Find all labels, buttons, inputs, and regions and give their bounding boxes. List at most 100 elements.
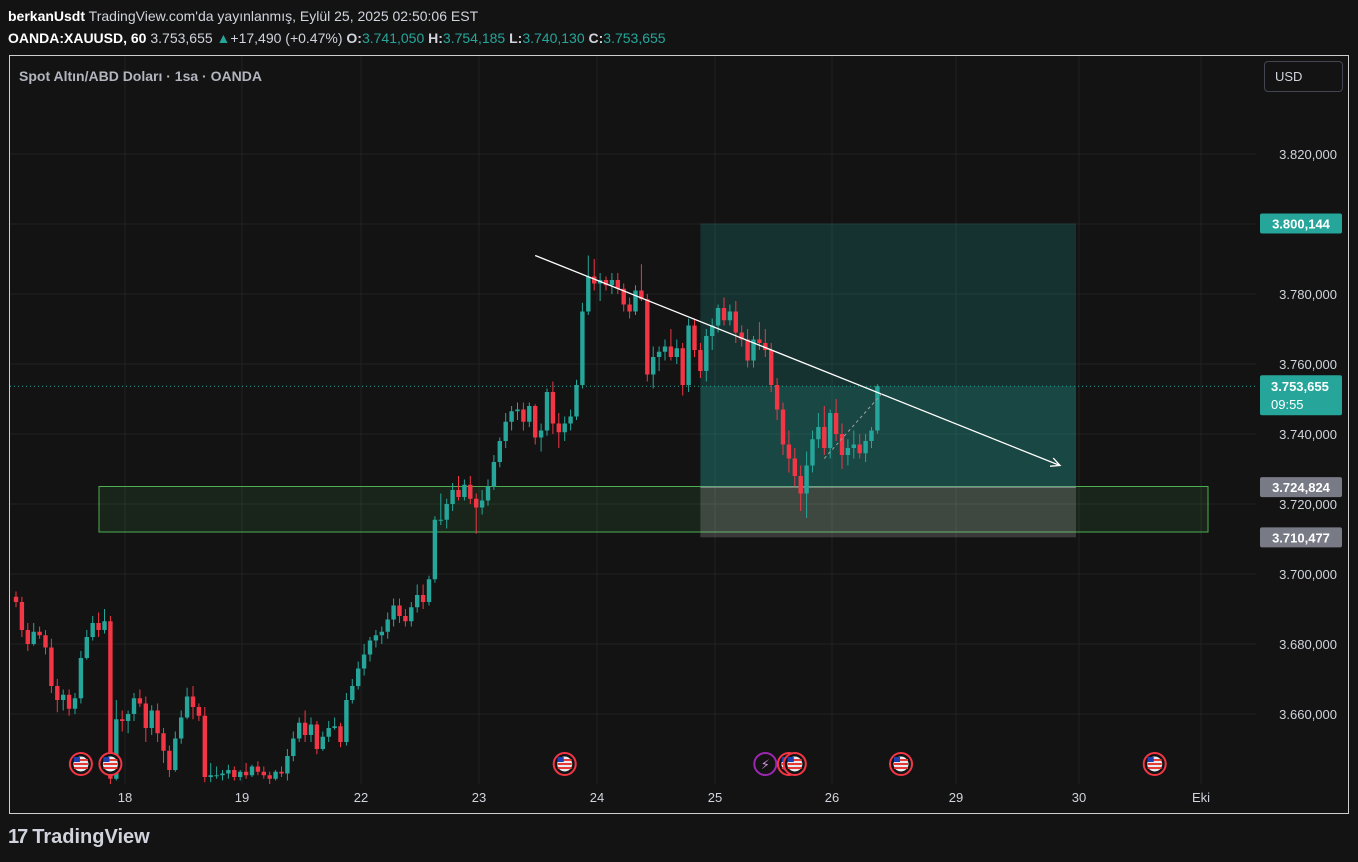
candle-up <box>485 486 491 501</box>
candle-up <box>125 714 131 721</box>
candle-down <box>668 346 674 357</box>
candle-up <box>609 280 615 286</box>
candle-up <box>90 623 95 637</box>
y-axis-label: 3.760,000 <box>1279 357 1337 372</box>
tradingview-logo[interactable]: 17 TradingView <box>8 826 150 849</box>
candle-up <box>674 348 679 357</box>
close-label: C: <box>588 30 604 46</box>
x-axis-label: 25 <box>708 790 722 805</box>
flash-glyph-icon: ⚡ <box>761 758 770 773</box>
candle-up <box>875 386 880 431</box>
candle-up <box>497 441 502 462</box>
candle-up <box>61 694 66 700</box>
us-flag-canton-icon <box>557 757 564 762</box>
candle-up <box>320 736 325 749</box>
candle-down <box>108 621 113 779</box>
candle-down <box>757 339 762 343</box>
candle-up <box>580 311 585 385</box>
candle-down <box>798 476 803 494</box>
candle-down <box>763 343 768 350</box>
us-flag-stripe-icon <box>73 759 88 761</box>
us-flag-stripe-icon <box>557 759 572 761</box>
x-axis-label: 24 <box>590 790 604 805</box>
candle-down <box>780 409 786 445</box>
candle-up <box>633 290 638 312</box>
price-chart[interactable]: 3.820,000 3.780,000 3.760,000 3.740,000 3.72… <box>10 56 1348 813</box>
candle-up <box>828 413 833 448</box>
symbol-name: OANDA:XAUUSD, 60 <box>8 30 147 46</box>
candle-up <box>356 668 361 686</box>
candle-down <box>267 775 272 779</box>
last-price: 3.753,655 <box>150 30 213 46</box>
high-label: H: <box>428 30 443 46</box>
candle-up <box>291 738 296 756</box>
x-axis-label: 30 <box>1072 790 1086 805</box>
candle-up <box>102 621 107 630</box>
candle-up <box>586 276 591 312</box>
candle-up <box>438 519 443 521</box>
candle-up <box>863 441 868 454</box>
y-axis-label: 3.720,000 <box>1279 497 1337 512</box>
publish-info: berkanUsdt TradingView.com'da yayınlanmı… <box>8 8 478 24</box>
candle-up <box>810 439 815 466</box>
candle-up <box>297 722 302 739</box>
trend-line <box>534 254 1061 467</box>
low-value: 3.740,130 <box>522 30 585 46</box>
candle-down <box>279 771 284 774</box>
change-up-icon: ▲ <box>216 30 231 46</box>
candle-up <box>208 775 213 777</box>
candle-down <box>19 602 25 630</box>
y-axis-label: 3.740,000 <box>1279 427 1337 442</box>
candle-down <box>314 724 320 749</box>
candle-down <box>615 280 620 289</box>
candle-up <box>332 726 337 728</box>
us-flag-stripe-icon <box>894 759 908 761</box>
candle-up <box>509 411 514 422</box>
candle-up <box>114 719 119 779</box>
us-flag-canton-icon <box>103 757 110 762</box>
candle-up <box>491 462 497 487</box>
candle-down <box>822 427 827 448</box>
y-axis-label: 3.820,000 <box>1279 147 1337 162</box>
y-axis-label: 3.660,000 <box>1279 707 1337 722</box>
y-axis-label: 3.780,000 <box>1279 287 1337 302</box>
x-axis-label: 29 <box>949 790 963 805</box>
target-price-marker <box>1260 213 1342 234</box>
candle-up <box>415 595 420 608</box>
candle-down <box>774 385 780 410</box>
candle-up <box>704 336 709 371</box>
x-axis-label: 18 <box>118 790 132 805</box>
candle-up <box>238 771 243 777</box>
stop-zone <box>700 487 1076 538</box>
candle-down <box>621 288 626 305</box>
current-price-marker <box>1260 375 1342 416</box>
currency-button[interactable]: USD <box>1264 61 1343 92</box>
candle-up <box>72 698 78 709</box>
candle-down <box>55 686 60 700</box>
candle-up <box>751 339 756 361</box>
candle-up <box>544 392 550 431</box>
x-axis-label: 26 <box>825 790 839 805</box>
candle-up <box>308 724 314 735</box>
candle-down <box>739 332 744 340</box>
candle-up <box>503 421 508 441</box>
stop-price-marker <box>1260 527 1342 548</box>
candle-down <box>137 698 143 704</box>
candle-up <box>651 357 656 375</box>
candle-up <box>479 500 485 508</box>
candle-up <box>379 631 384 636</box>
high-value: 3.754,185 <box>442 30 506 46</box>
candle-up <box>273 771 278 779</box>
candle-down <box>680 348 685 385</box>
candle-up <box>715 308 721 326</box>
chart-legend-title: Spot Altın/ABD Doları · 1sa · OANDA <box>19 68 262 84</box>
candle-down <box>645 299 650 375</box>
author-name[interactable]: berkanUsdt <box>8 8 86 24</box>
candle-up <box>568 416 573 424</box>
low-label: L: <box>509 30 523 46</box>
target-price-label: 3.800,144 <box>1272 216 1331 231</box>
candle-up <box>78 658 84 699</box>
x-axis-label: 19 <box>235 790 249 805</box>
candle-up <box>220 773 225 776</box>
candle-down <box>243 771 249 776</box>
